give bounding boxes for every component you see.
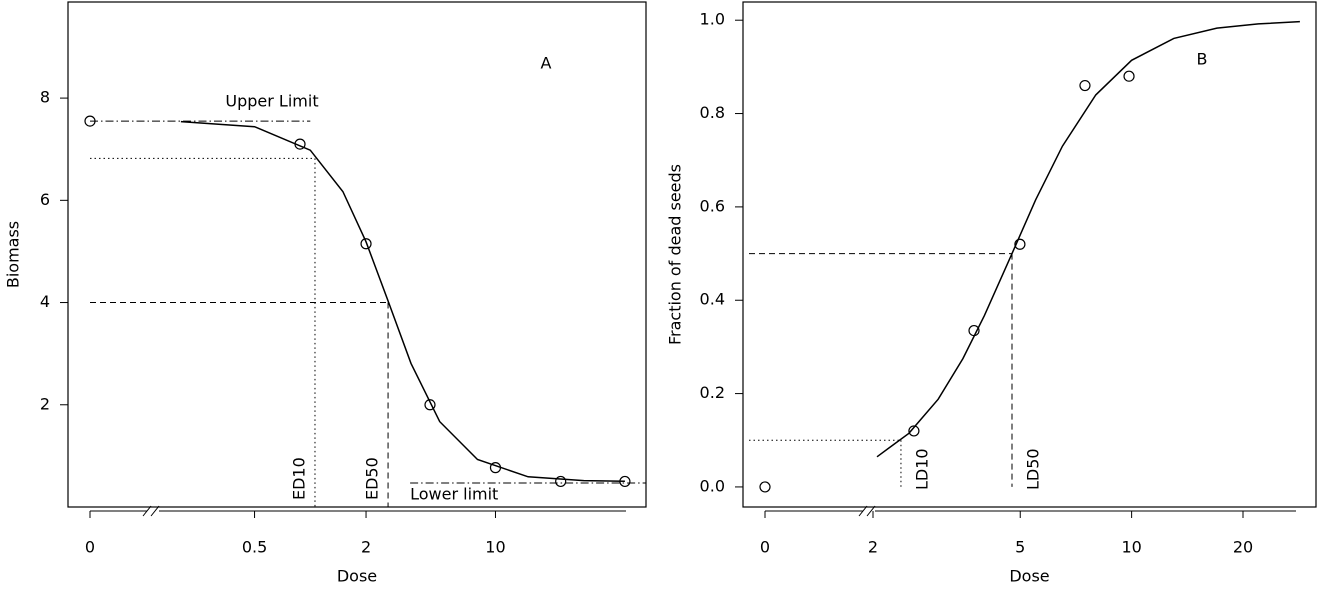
data-point (424, 399, 436, 411)
dose-label: LD10 (912, 448, 931, 490)
data-point (908, 425, 920, 437)
data-point (294, 138, 306, 150)
y-tick-label: 0.4 (700, 290, 725, 309)
x-tick-label: 0.5 (242, 538, 267, 557)
x-tick-label: 0 (85, 538, 95, 557)
panel-label: A (541, 54, 552, 73)
dose-label: ED10 (289, 457, 308, 500)
y-tick-label: 6 (40, 190, 50, 209)
x-axis-title: Dose (1009, 567, 1049, 586)
fitted-curve (876, 20, 1300, 458)
dose-label: ED50 (363, 457, 382, 500)
data-point (489, 462, 502, 474)
axis-break (858, 505, 868, 517)
x-tick-label: 10 (1121, 538, 1141, 557)
x-axis-title: Dose (337, 567, 377, 586)
dose-label: LD50 (1023, 448, 1042, 490)
panel-label: B (1197, 50, 1208, 69)
y-tick-label: 8 (40, 88, 50, 107)
y-axis-title: Biomass (4, 221, 23, 288)
data-point (360, 238, 372, 250)
y-tick-label: 4 (40, 292, 50, 311)
axis-break (866, 505, 876, 517)
y-axis-title: Fraction of dead seeds (666, 164, 685, 345)
plot-frame (742, 1, 1317, 508)
limit-label: Lower limit (410, 484, 498, 503)
data-point (1079, 79, 1091, 92)
y-tick-label: 0.0 (700, 476, 725, 495)
x-tick-label: 10 (485, 538, 505, 557)
data-point (84, 115, 96, 127)
data-point (1123, 70, 1135, 82)
x-tick-label: 20 (1233, 538, 1253, 557)
x-tick-label: 5 (1015, 538, 1025, 557)
y-tick-label: 0.6 (700, 196, 725, 215)
axis-break (142, 505, 152, 517)
plot-frame (67, 1, 647, 508)
fitted-curve (180, 120, 625, 482)
y-tick-label: 0.2 (700, 383, 725, 402)
axis-break (150, 505, 160, 517)
data-point (968, 324, 980, 337)
y-tick-label: 2 (40, 394, 50, 413)
x-tick-label: 2 (361, 538, 371, 557)
y-tick-label: 0.8 (700, 103, 725, 122)
limit-label: Upper Limit (225, 92, 318, 111)
data-point (619, 475, 631, 488)
data-point (759, 481, 771, 493)
data-point (555, 475, 567, 488)
data-point (1014, 238, 1026, 250)
x-tick-label: 0 (760, 538, 770, 557)
y-tick-label: 1.0 (700, 10, 725, 29)
x-tick-label: 2 (868, 538, 878, 557)
